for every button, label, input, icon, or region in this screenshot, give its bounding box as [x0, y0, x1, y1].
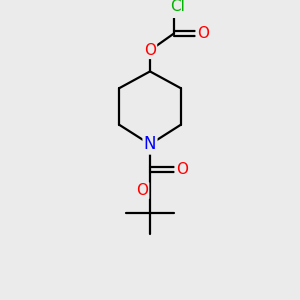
Text: O: O [197, 26, 209, 41]
Text: O: O [136, 183, 148, 198]
Text: N: N [144, 135, 156, 153]
Text: O: O [176, 162, 188, 177]
Text: O: O [144, 43, 156, 58]
Text: Cl: Cl [171, 0, 185, 14]
